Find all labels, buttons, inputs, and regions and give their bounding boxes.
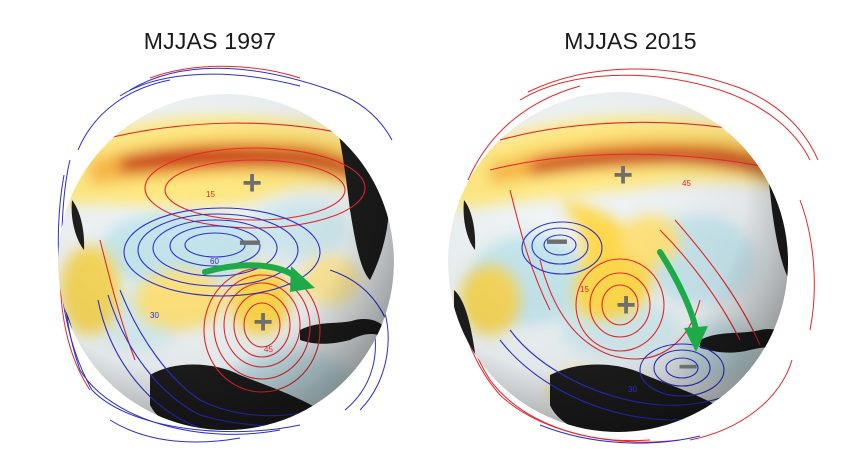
contour-labels: 15 60 30 45 xyxy=(150,190,273,354)
contour-labels: 45 15 30 xyxy=(580,179,691,394)
globe-map-2015: 45 15 30 + − + − xyxy=(448,68,819,444)
contour-label: 15 xyxy=(580,285,589,294)
anomaly-signs: + − + xyxy=(238,164,273,341)
plus-sign: + xyxy=(616,286,636,324)
contour-label: 45 xyxy=(682,179,691,188)
panel-title: MJJAS 1997 xyxy=(143,28,277,54)
panel-1997: MJJAS 1997 xyxy=(0,0,420,451)
contour-label: 15 xyxy=(206,190,215,199)
contour-label: 30 xyxy=(628,385,637,394)
flow-arrow-icon xyxy=(657,249,708,352)
panel-title: MJJAS 2015 xyxy=(564,28,697,54)
contour-label: 45 xyxy=(264,345,273,354)
minus-sign: − xyxy=(545,220,568,264)
plus-sign: + xyxy=(613,156,633,194)
globe-map-1997: 15 60 30 45 + − + xyxy=(57,65,394,443)
outer-contours xyxy=(449,68,819,444)
plus-sign: + xyxy=(242,164,262,202)
minus-sign: − xyxy=(678,348,698,386)
panel-2015: MJJAS 2015 xyxy=(420,0,841,451)
minus-sign: − xyxy=(238,221,261,265)
plus-sign: + xyxy=(253,303,273,341)
anomaly-signs: + − + − xyxy=(545,156,698,386)
flow-arrow-icon xyxy=(202,262,315,292)
contour-label: 60 xyxy=(210,257,219,266)
contour-label: 30 xyxy=(150,311,159,320)
